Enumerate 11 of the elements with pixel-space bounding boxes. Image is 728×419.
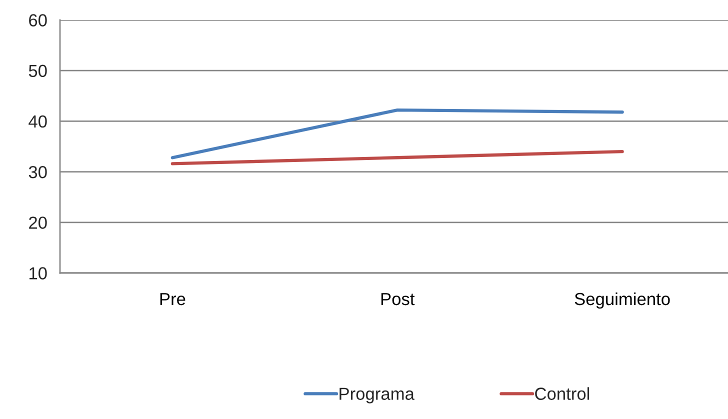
y-tick-label: 30 <box>28 166 47 178</box>
y-tick-label: 10 <box>30 267 47 280</box>
legend-label: Programa <box>340 388 414 404</box>
legend-label: Control <box>535 387 590 400</box>
y-tick-label: 60 <box>29 14 47 26</box>
y-tick-label: 20 <box>29 216 47 229</box>
x-tick-label: Seguimiento <box>574 292 670 309</box>
x-tick-label: Post <box>381 293 415 306</box>
x-tick-label: Pre <box>160 293 186 306</box>
y-tick-label: 40 <box>28 115 47 128</box>
y-tick-label: 50 <box>28 64 47 78</box>
